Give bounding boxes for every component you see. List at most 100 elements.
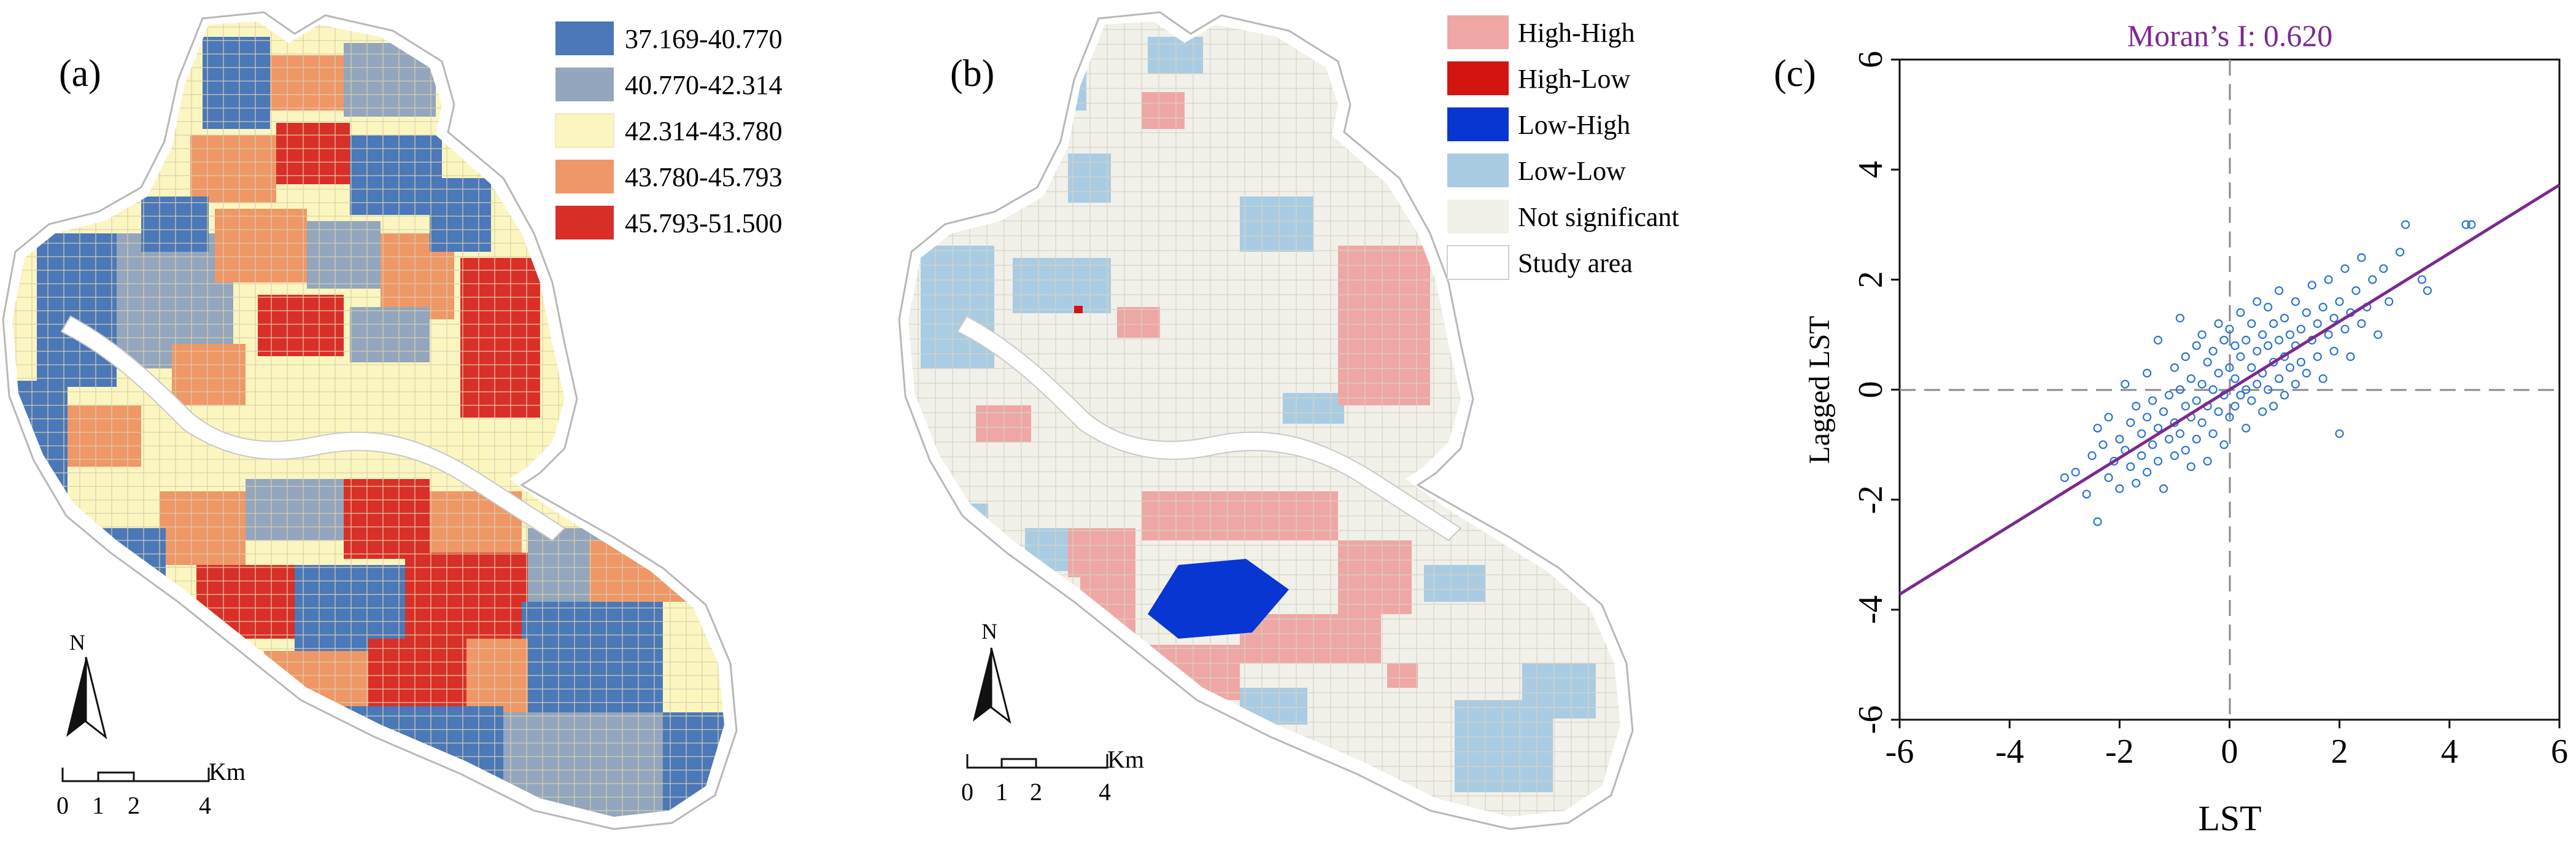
scatter-point: [2159, 484, 2168, 493]
panel-label-a: (a): [59, 53, 101, 95]
scatter-point: [2373, 330, 2383, 340]
scatter-point: [2280, 313, 2289, 323]
scatter-point: [2071, 467, 2080, 477]
scatter-point: [2313, 352, 2322, 361]
legend-label-b-2: High-Low: [1518, 64, 1631, 94]
legend-swatch-a-5: [555, 206, 614, 239]
scatter-point: [2093, 517, 2102, 526]
scatter-point: [2197, 418, 2207, 427]
scatter-point: [2291, 297, 2300, 306]
lst-legend: 37.169-40.770 40.770-42.314 42.314-43.78…: [555, 21, 783, 239]
x-tick-label: 4: [2441, 733, 2458, 771]
scatter-point: [2307, 281, 2316, 290]
scatter-point: [2132, 402, 2141, 411]
scatter-point: [2132, 478, 2141, 488]
scale-tick-b-0: 0: [961, 778, 973, 806]
legend-label-a-2: 40.770-42.314: [625, 70, 783, 100]
x-tick-label: -2: [2105, 733, 2134, 771]
scatter-point: [2115, 484, 2124, 493]
scatter-point: [2324, 330, 2333, 340]
x-axis-label: LST: [2198, 798, 2261, 838]
scatter-point: [2153, 335, 2163, 345]
scatter-point: [2269, 319, 2278, 329]
scatter-point: [2181, 402, 2190, 411]
scatter-point: [2121, 380, 2130, 389]
scatter-point: [2192, 396, 2201, 405]
scatter-point: [2115, 435, 2124, 444]
legend-label-a-5: 45.793-51.500: [625, 208, 783, 238]
scatter-point: [2197, 330, 2207, 340]
scale-tick-b-2: 2: [1030, 778, 1042, 806]
x-tick-label: 2: [2331, 733, 2348, 771]
scatter-point: [2203, 456, 2212, 466]
scatter-point: [2236, 308, 2245, 317]
north-arrow-icon-b: N: [973, 619, 1011, 724]
x-tick-label: -6: [1886, 733, 1914, 771]
y-tick-label: -6: [1852, 706, 1890, 734]
scatter-point: [2368, 275, 2377, 284]
scatter-point: [2351, 286, 2361, 295]
scatter-point: [2247, 319, 2256, 329]
lst-map: (a): [2, 11, 783, 830]
scatter-point: [2461, 220, 2470, 229]
legend-swatch-b-2: [1447, 61, 1509, 95]
scatter-point: [2219, 440, 2229, 450]
scatter-point: [2280, 391, 2289, 400]
scatter-point: [2324, 275, 2333, 284]
scatter-point: [2285, 330, 2295, 340]
scatter-point: [2291, 380, 2300, 389]
y-tick-label: -2: [1852, 485, 1890, 514]
scatter-point: [2153, 424, 2163, 433]
scatter-point: [2148, 440, 2157, 450]
river-b: [956, 315, 1462, 542]
scatter-point: [2329, 313, 2338, 323]
scatter-point: [2385, 297, 2394, 306]
panel-label-c: (c): [1774, 53, 1816, 95]
scatter-point: [2269, 402, 2278, 411]
scatter-point: [2313, 319, 2322, 329]
scatter-point: [2082, 489, 2091, 499]
scatter-point: [2104, 413, 2113, 422]
y-tick-label: -4: [1852, 596, 1890, 625]
scatter-point: [2143, 413, 2152, 422]
scatter-point: [2098, 440, 2108, 450]
legend-label-b-5: Not significant: [1518, 202, 1679, 232]
moran-scatter-plot: (c) Moran’s I: 0.620 -6 -4 -2 0 2 4 6 -6 -4 -2 0 2 4…: [1774, 18, 2568, 838]
scatter-point: [2214, 319, 2223, 329]
axis-ticks: -6 -4 -2 0 2 4 6 -6 -4 -2 0 2 4 6: [1852, 51, 2568, 771]
scatter-point: [2164, 391, 2174, 400]
scatter-point: [2225, 324, 2234, 334]
scale-bar: [61, 768, 210, 782]
scatter-point: [2275, 286, 2284, 295]
scatter-point: [2318, 374, 2327, 383]
scatter-point: [2197, 380, 2207, 389]
scatter-point: [2230, 402, 2240, 411]
scatter-point: [2208, 429, 2218, 438]
scatter-point: [2423, 286, 2432, 295]
lst-map-panel: (a): [0, 0, 884, 842]
scatter-point: [2258, 330, 2267, 340]
scatter-point: [2181, 445, 2190, 455]
x-tick-label: 0: [2221, 733, 2238, 771]
scatter-point: [2335, 429, 2344, 438]
scatter-point: [2247, 396, 2256, 405]
scatter-point: [2153, 456, 2163, 466]
scatter-point: [2253, 380, 2262, 389]
y-tick-label: 0: [1852, 381, 1890, 399]
scatter-point: [2296, 357, 2306, 367]
low-high-cluster: [1148, 559, 1289, 639]
scatter-point: [2269, 357, 2278, 367]
legend-swatch-b-6: [1447, 245, 1509, 280]
legend-swatch-b-5: [1447, 200, 1509, 233]
scatter-point: [2417, 275, 2427, 284]
scatter-point: [2396, 247, 2405, 257]
scale-tick-2: 2: [128, 792, 140, 819]
scatter-point: [2335, 297, 2344, 306]
scatter-points: [2060, 220, 2476, 526]
scatter-point: [2060, 473, 2069, 482]
legend-swatch-b-3: [1447, 107, 1509, 141]
scatter-point: [2186, 462, 2195, 472]
scatter-point: [2175, 313, 2184, 323]
scatter-point: [2192, 435, 2201, 444]
scale-tick-b-1: 1: [996, 778, 1008, 806]
